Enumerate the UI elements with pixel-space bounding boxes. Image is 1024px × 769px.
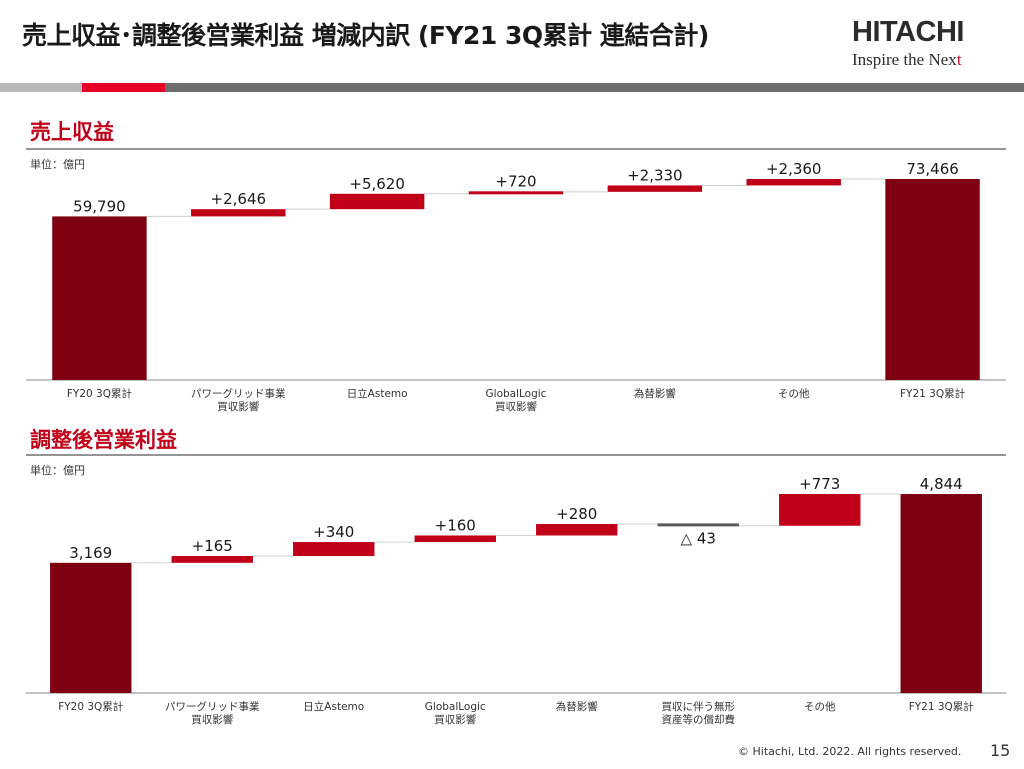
hitachi-logo: HITACHI Inspire the Next — [852, 16, 964, 69]
profit-waterfall-chart: 3,169 FY20 3Q累計 +165 パワーグリッド事業買収影響 +340 日立Ast… — [26, 454, 1006, 726]
profit-unit-label: 単位：億円 — [30, 464, 85, 477]
revenue-section-title: 売上収益 — [30, 120, 114, 144]
revenue-value-label-5: +2,360 — [766, 160, 822, 178]
revenue-bar-4 — [607, 185, 703, 192]
revenue-bar-1 — [191, 209, 286, 217]
profit-bar-4 — [536, 523, 618, 536]
profit-bar-0 — [50, 562, 132, 693]
profit-category-label-4: 為替影響 — [556, 700, 598, 713]
revenue-bar-3 — [468, 191, 564, 195]
profit-value-label-7: 4,844 — [920, 475, 963, 493]
profit-value-label-5: △ 43 — [681, 529, 716, 547]
header-band-right — [165, 83, 1024, 92]
header-band-left — [0, 83, 82, 92]
revenue-category-label-6: FY21 3Q累計 — [900, 387, 966, 400]
revenue-category-label-0: FY20 3Q累計 — [67, 387, 133, 400]
profit-bar-1 — [171, 556, 253, 563]
revenue-waterfall-chart: 59,790 FY20 3Q累計 +2,646 パワーグリッド事業買収影響 +5,620… — [26, 148, 1006, 413]
profit-bar-7 — [900, 494, 982, 693]
profit-bar-5 — [657, 523, 739, 527]
copyright-text: © Hitachi, Ltd. 2022. All rights reserve… — [738, 745, 962, 758]
revenue-value-label-0: 59,790 — [73, 197, 126, 215]
profit-value-label-3: +160 — [435, 516, 476, 534]
revenue-value-label-6: 73,466 — [906, 160, 959, 178]
profit-value-label-1: +165 — [192, 537, 233, 555]
profit-value-label-6: +773 — [799, 475, 840, 493]
profit-category-label-5: 買収に伴う無形資産等の償却費 — [662, 700, 736, 726]
profit-category-label-7: FY21 3Q累計 — [909, 700, 975, 713]
profit-value-label-2: +340 — [313, 523, 354, 541]
profit-value-label-4: +280 — [556, 505, 597, 523]
revenue-category-label-4: 為替影響 — [634, 387, 676, 400]
profit-category-label-6: その他 — [804, 700, 836, 713]
revenue-unit-label: 単位：億円 — [30, 158, 85, 171]
profit-category-label-2: 日立Astemo — [303, 700, 364, 713]
profit-section-title: 調整後営業利益 — [30, 428, 177, 452]
page-number: 15 — [990, 741, 1011, 760]
revenue-value-label-3: +720 — [495, 172, 536, 190]
profit-category-label-0: FY20 3Q累計 — [58, 700, 124, 713]
profit-value-label-0: 3,169 — [69, 544, 112, 562]
revenue-bar-2 — [329, 193, 425, 210]
profit-category-label-3: GlobalLogic 買収影響 — [425, 701, 486, 726]
revenue-value-label-4: +2,330 — [627, 166, 683, 184]
page-title: 売上収益･調整後営業利益 増減内訳 (FY21 3Q累計 連結合計) — [22, 21, 709, 50]
revenue-bar-0 — [52, 216, 147, 380]
profit-category-label-1: パワーグリッド事業買収影響 — [165, 700, 260, 726]
revenue-bar-6 — [885, 179, 980, 380]
revenue-category-label-5: その他 — [778, 387, 810, 400]
profit-bar-3 — [414, 535, 496, 543]
revenue-bar-5 — [746, 179, 841, 186]
header-band-accent — [82, 83, 165, 92]
revenue-category-label-3: GlobalLogic 買収影響 — [486, 388, 547, 413]
profit-bar-6 — [779, 494, 861, 526]
revenue-category-label-1: パワーグリッド事業買収影響 — [191, 387, 286, 413]
revenue-value-label-2: +5,620 — [349, 175, 405, 193]
revenue-category-label-2: 日立Astemo — [347, 387, 408, 400]
revenue-value-label-1: +2,646 — [211, 190, 267, 208]
profit-bar-2 — [293, 542, 375, 557]
